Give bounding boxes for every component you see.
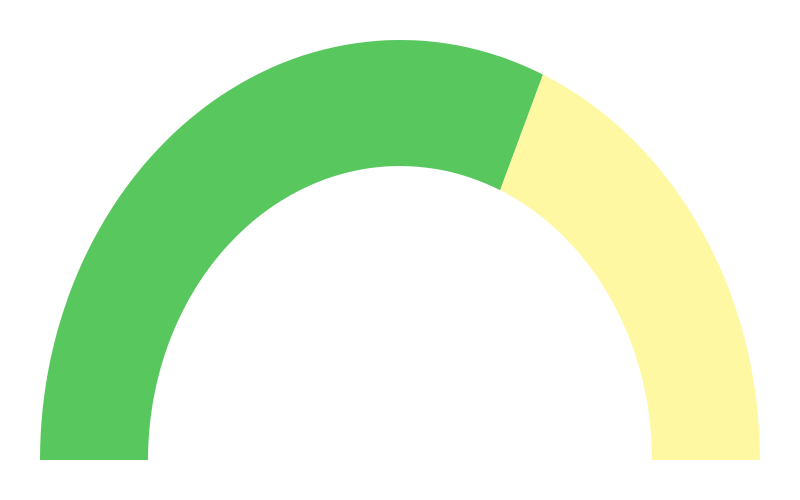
- gauge-segment-1: [40, 39, 543, 461]
- gauge-segments: [40, 39, 760, 461]
- gauge-segment-2: [500, 74, 760, 460]
